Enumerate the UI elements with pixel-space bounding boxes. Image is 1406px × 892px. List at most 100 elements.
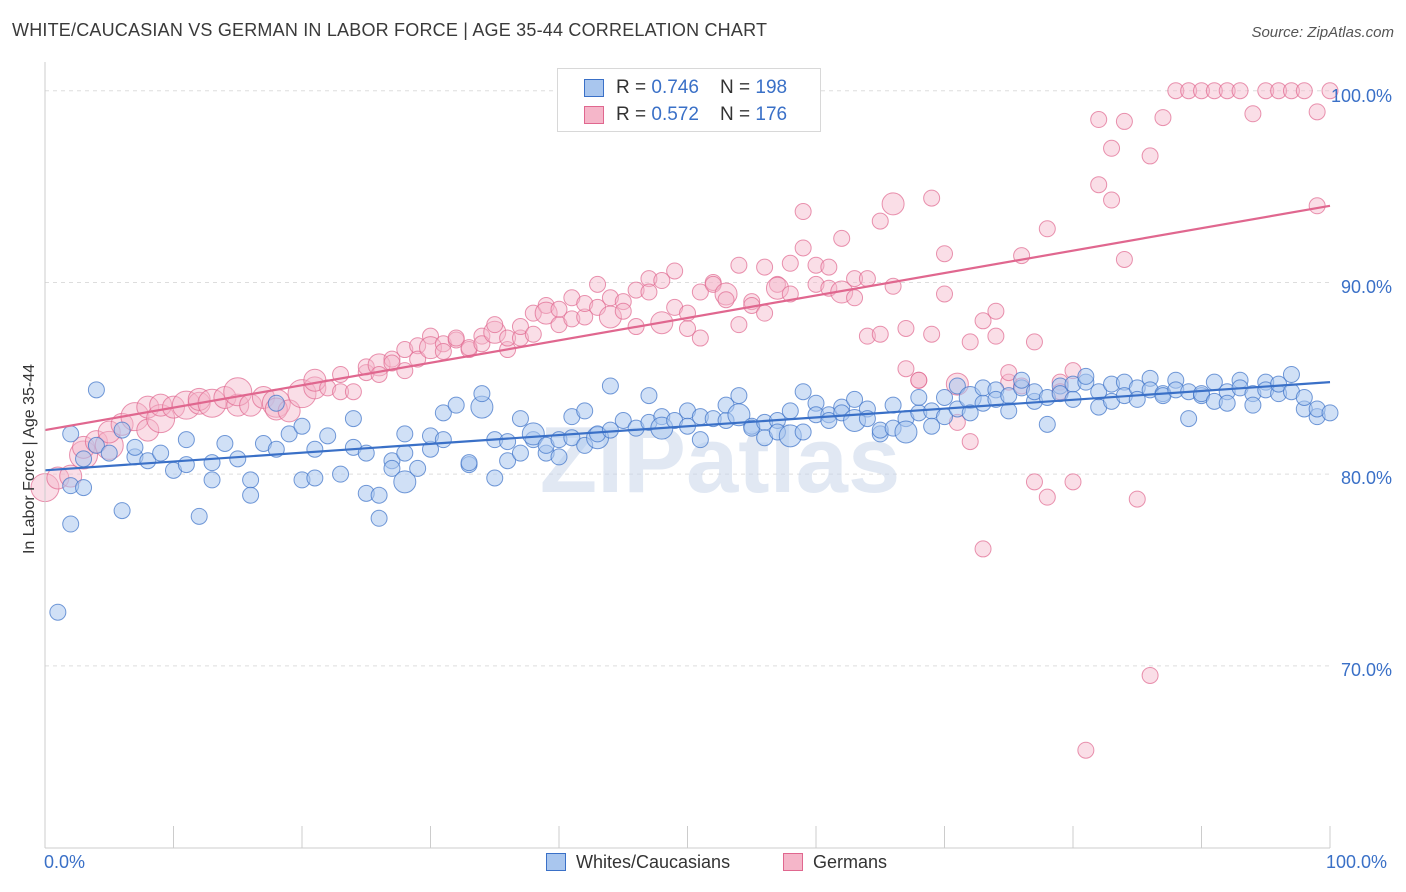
pink-point [576,308,594,326]
pink-point [765,276,789,300]
blue-point [75,479,93,497]
pink-point [1103,191,1121,209]
pink-point [511,318,529,336]
pink-point [447,329,465,347]
pink-point [1193,82,1210,100]
pink-point [1257,82,1275,100]
pink-point [881,192,905,216]
pink-trend-line [44,204,1331,432]
pink-point [1025,333,1043,351]
bottom-legend-blue: Whites/Caucasians [546,852,730,873]
pink-point [730,316,748,334]
pink-point [576,295,594,313]
pink-point [833,229,851,247]
pink-point [679,319,696,337]
pink-point [524,304,542,322]
pink-point [1090,111,1108,129]
blue-point [473,385,491,403]
blue-point [550,448,568,466]
blue-point [434,404,452,422]
legend: R = 0.746 N = 198 R = 0.572 N = 176 [557,68,821,132]
pink-point [871,212,889,230]
blue-point [293,417,311,435]
pink-point [691,329,709,347]
blue-point [1013,371,1031,389]
blue-point [152,444,170,462]
legend-pink-r-label: R = [616,104,652,125]
pink-point [846,270,864,288]
legend-blue-r-label: R = [616,77,652,98]
pink-point [1103,139,1121,157]
pink-point [756,304,774,322]
pink-point [1025,473,1043,491]
blue-point [49,603,67,621]
pink-point [640,283,658,301]
blue-point [396,444,414,462]
blue-point [370,486,388,504]
pink-point [627,281,645,299]
blue-point [447,396,465,414]
pink-point [936,245,953,263]
pink-point [714,282,738,306]
pink-point [1115,250,1133,268]
blue-point [1090,383,1108,401]
pink-point [846,289,864,307]
blue-point [280,425,298,443]
legend-pink-n-label: N = [720,104,756,125]
pink-point [781,285,799,303]
blue-point [306,469,324,487]
pink-point [409,350,427,368]
pink-point [1282,82,1300,100]
blue-point [640,387,658,405]
pink-point [499,329,517,347]
pink-point [717,291,735,309]
pink-point [1231,82,1249,100]
blue-point [75,450,93,468]
blue-point [267,394,285,412]
blue-point [511,444,529,462]
blue-point [691,431,709,449]
blue-point [370,509,388,527]
blue-point [1000,402,1018,420]
blue-point [126,438,144,456]
blue-swatch-icon [546,853,566,871]
pink-point [550,300,568,318]
blue-point [781,402,799,420]
pink-point [601,289,619,307]
pink-point [691,283,709,301]
blue-point [383,459,401,477]
pink-point [1244,105,1262,123]
legend-pink-r-value: 0.572 [651,104,699,125]
blue-point [242,471,260,489]
bottom-legend-pink: Germans [783,852,887,873]
y-tick-90: 90.0% [1340,277,1392,297]
blue-point [113,502,131,520]
pink-point [1270,82,1288,100]
legend-blue-n-value: 198 [755,77,788,98]
pink-point [1321,82,1339,100]
blue-point [113,421,131,439]
pink-point [434,342,452,360]
blue-point [177,431,195,449]
pink-swatch-icon [783,853,803,871]
blue-point [576,402,594,420]
pink-point [1038,488,1056,506]
blue-point [794,423,812,441]
blue-point [961,404,979,422]
blue-point [910,388,928,406]
pink-point [524,325,542,343]
blue-point [1244,396,1262,414]
pink-point [614,293,632,311]
blue-trend-line [44,381,1331,472]
blue-point [100,444,118,462]
pink-point [1218,82,1236,100]
pink-point [1090,176,1108,194]
pink-point [1154,109,1172,127]
pink-point [1000,364,1018,382]
chart-source: Source: ZipAtlas.com [1251,24,1394,41]
pink-point [768,275,786,293]
pink-point [332,383,350,401]
legend-blue-n-label: N = [720,77,756,98]
blue-point [396,425,414,443]
blue-point [1295,388,1313,406]
